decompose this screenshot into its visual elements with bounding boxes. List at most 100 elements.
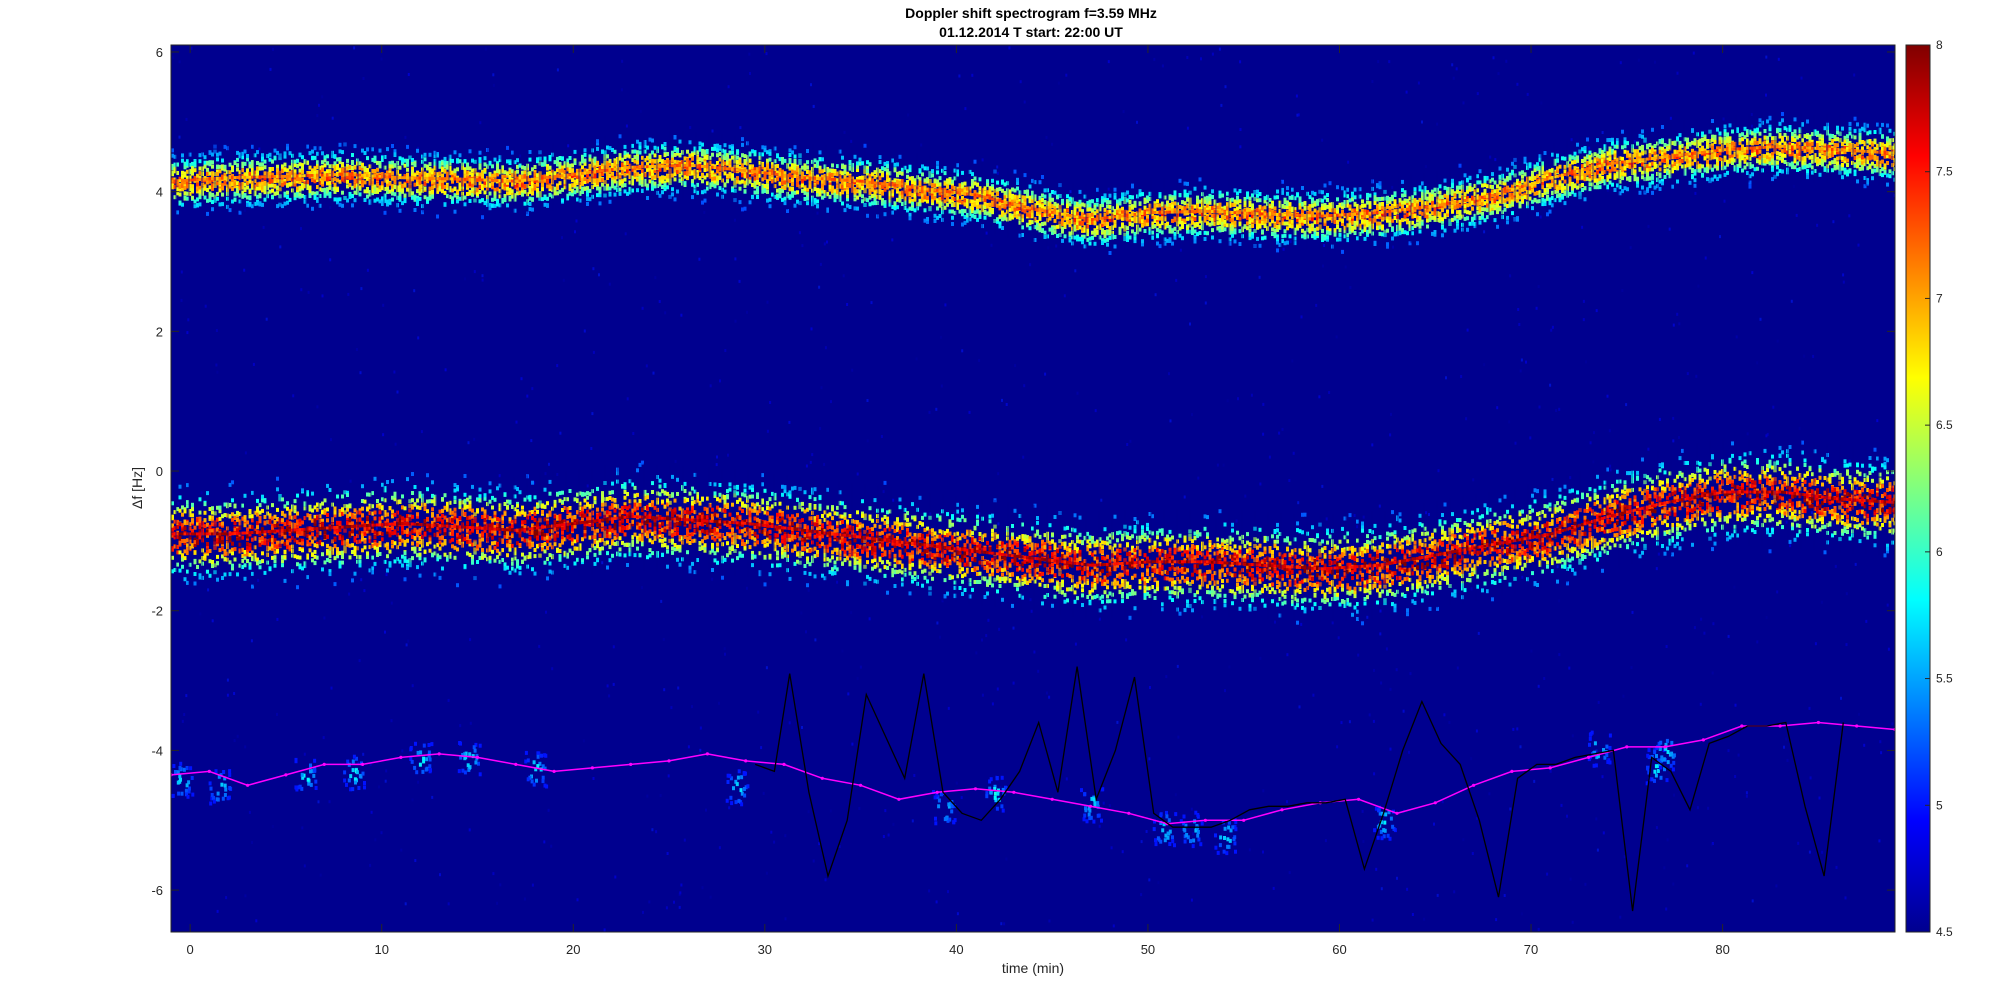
speckle — [1848, 214, 1850, 217]
speckle — [272, 825, 274, 828]
band-cell — [679, 140, 682, 144]
speckle — [808, 810, 810, 813]
band-cell — [496, 164, 499, 168]
band-cell — [939, 214, 942, 218]
speckle — [992, 702, 994, 705]
band-cell — [594, 175, 597, 179]
band-cell — [674, 197, 677, 201]
band-cell — [376, 168, 379, 172]
speckle — [1157, 881, 1159, 884]
speckle — [936, 900, 938, 903]
band-cell — [806, 197, 809, 201]
speckle — [179, 60, 181, 63]
band-cell — [766, 164, 769, 168]
speckle — [353, 46, 355, 49]
band-cell — [429, 153, 432, 157]
speckle — [1315, 304, 1317, 307]
speckle — [1412, 913, 1414, 916]
band-cell — [609, 200, 612, 204]
speckle — [1672, 417, 1674, 420]
band-cell — [336, 188, 339, 192]
speckle — [1756, 640, 1758, 643]
speckle — [1819, 797, 1821, 800]
speckle — [1197, 477, 1199, 480]
speckle — [1728, 635, 1730, 638]
speckle — [1700, 703, 1702, 706]
speckle — [1538, 685, 1540, 688]
speckle — [1845, 896, 1847, 899]
band-cell — [971, 172, 974, 176]
speckle — [1552, 478, 1554, 481]
speckle — [1751, 271, 1753, 274]
speckle — [760, 746, 762, 749]
band-cell — [219, 152, 222, 156]
speckle — [292, 394, 294, 397]
speckle — [1421, 121, 1423, 124]
speckle — [1191, 808, 1193, 811]
speckle — [784, 834, 786, 837]
speckle — [700, 727, 702, 730]
band-cell — [749, 159, 752, 163]
speckle — [329, 258, 331, 261]
band-cell — [459, 153, 462, 157]
band-cell — [256, 150, 259, 154]
speckle — [1396, 668, 1398, 671]
speckle — [1476, 730, 1478, 733]
band-cell — [246, 168, 249, 172]
speckle — [1887, 604, 1889, 607]
speckle — [1483, 363, 1485, 366]
speckle — [1236, 520, 1238, 523]
speckle — [1282, 428, 1284, 431]
speckle — [348, 593, 350, 596]
band-cell — [791, 187, 794, 191]
speckle — [1607, 395, 1609, 398]
band-cell — [339, 157, 342, 161]
speckle — [1366, 616, 1368, 619]
band-cell — [531, 208, 534, 212]
speckle — [1517, 308, 1519, 311]
speckle — [1568, 667, 1570, 670]
speckle — [666, 906, 668, 909]
band-cell — [856, 207, 859, 211]
band-cell — [614, 150, 617, 154]
speckle — [445, 368, 447, 371]
speckle — [1533, 780, 1535, 783]
speckle — [604, 928, 606, 931]
speckle — [395, 443, 397, 446]
speckle — [1665, 908, 1667, 911]
band-cell — [546, 197, 549, 201]
band-cell — [314, 156, 317, 160]
speckle — [851, 369, 853, 372]
speckle — [860, 666, 862, 669]
band-cell — [731, 173, 734, 177]
speckle — [1357, 654, 1359, 657]
speckle — [648, 900, 650, 903]
speckle — [763, 792, 765, 795]
speckle — [1676, 313, 1678, 316]
speckle — [1286, 800, 1288, 803]
speckle — [1047, 246, 1049, 249]
band-cell — [951, 222, 954, 226]
speckle — [493, 84, 495, 87]
speckle — [205, 305, 207, 308]
band-cell — [844, 165, 847, 169]
speckle — [470, 722, 472, 725]
speckle — [1445, 376, 1447, 379]
speckle — [789, 721, 791, 724]
speckle — [810, 461, 812, 464]
speckle — [1767, 433, 1769, 436]
speckle — [1625, 403, 1627, 406]
speckle — [1707, 807, 1709, 810]
speckle — [1630, 246, 1632, 249]
band-cell — [481, 174, 484, 178]
speckle — [1244, 495, 1246, 498]
band-cell — [394, 152, 397, 156]
speckle — [592, 267, 594, 270]
band-cell — [819, 166, 822, 170]
speckle — [936, 622, 938, 625]
speckle — [212, 619, 214, 622]
speckle — [1259, 276, 1261, 279]
speckle — [374, 838, 376, 841]
speckle — [376, 527, 378, 530]
speckle — [698, 258, 700, 261]
